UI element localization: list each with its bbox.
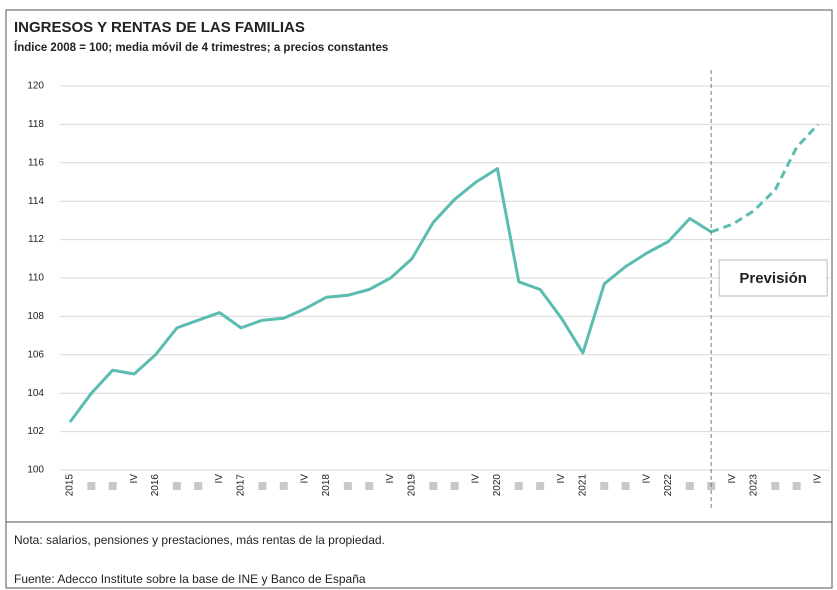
x-tick-placeholder xyxy=(792,482,801,490)
x-tick-label: IV xyxy=(129,474,140,484)
x-tick-label: 2019 xyxy=(407,474,418,497)
x-tick-placeholder xyxy=(258,482,267,490)
x-tick-placeholder xyxy=(771,482,780,490)
annotation: Previsión xyxy=(739,270,807,287)
x-tick-placeholder xyxy=(514,482,523,490)
x-tick-placeholder xyxy=(194,482,203,490)
x-tick-placeholder xyxy=(536,482,545,490)
x-tick-label: IV xyxy=(300,474,311,484)
x-tick-label: IV xyxy=(385,474,396,484)
y-tick-label: 100 xyxy=(27,465,44,476)
y-tick-label: 104 xyxy=(27,388,44,399)
x-tick-label: 2022 xyxy=(663,474,674,497)
x-tick-placeholder xyxy=(279,482,288,490)
y-tick-label: 118 xyxy=(28,119,44,130)
x-tick-label: IV xyxy=(727,474,738,484)
x-tick-label: IV xyxy=(214,474,225,484)
x-tick-label: 2021 xyxy=(578,474,589,497)
y-tick-label: 112 xyxy=(28,234,44,245)
x-tick-placeholder xyxy=(365,482,374,490)
frame xyxy=(5,9,833,589)
x-tick-label: 2015 xyxy=(65,474,76,497)
x-tick-placeholder xyxy=(429,482,438,490)
x-tick-label: 2017 xyxy=(236,474,247,497)
y-tick-label: 116 xyxy=(28,157,44,168)
y-tick-label: 106 xyxy=(27,349,44,360)
y-tick-label: 108 xyxy=(27,311,44,322)
x-tick-label: IV xyxy=(813,474,824,484)
x-tick-placeholder xyxy=(600,482,609,490)
y-tick-label: 120 xyxy=(27,81,44,92)
chart-title: INGRESOS Y RENTAS DE LAS FAMILIAS xyxy=(14,19,305,36)
x-tick-placeholder xyxy=(87,482,96,490)
x-tick-label: 2023 xyxy=(749,474,760,497)
y-tick-label: 110 xyxy=(28,273,44,284)
x-tick-label: IV xyxy=(556,474,567,484)
x-tick-label: IV xyxy=(471,474,482,484)
series-line xyxy=(710,123,820,234)
y-tick-label: 114 xyxy=(28,196,44,207)
x-tick-placeholder xyxy=(450,482,459,490)
series-line xyxy=(68,167,712,423)
x-tick-label: 2020 xyxy=(492,474,503,497)
x-tick-placeholder xyxy=(621,482,630,490)
x-tick-label: 2018 xyxy=(321,474,332,497)
x-tick-placeholder xyxy=(685,482,694,490)
x-tick-label: 2016 xyxy=(150,474,161,497)
chart-subtitle: Índice 2008 = 100; media móvil de 4 trim… xyxy=(14,41,388,54)
x-tick-placeholder xyxy=(108,482,117,490)
y-tick-label: 102 xyxy=(27,426,44,437)
annotation-box xyxy=(718,259,828,297)
x-tick-label: IV xyxy=(642,474,653,484)
x-tick-placeholder xyxy=(343,482,352,490)
x-tick-placeholder xyxy=(172,482,181,490)
note: Nota: salarios, pensiones y prestaciones… xyxy=(14,533,385,547)
source: Fuente: Adecco Institute sobre la base d… xyxy=(14,572,366,586)
